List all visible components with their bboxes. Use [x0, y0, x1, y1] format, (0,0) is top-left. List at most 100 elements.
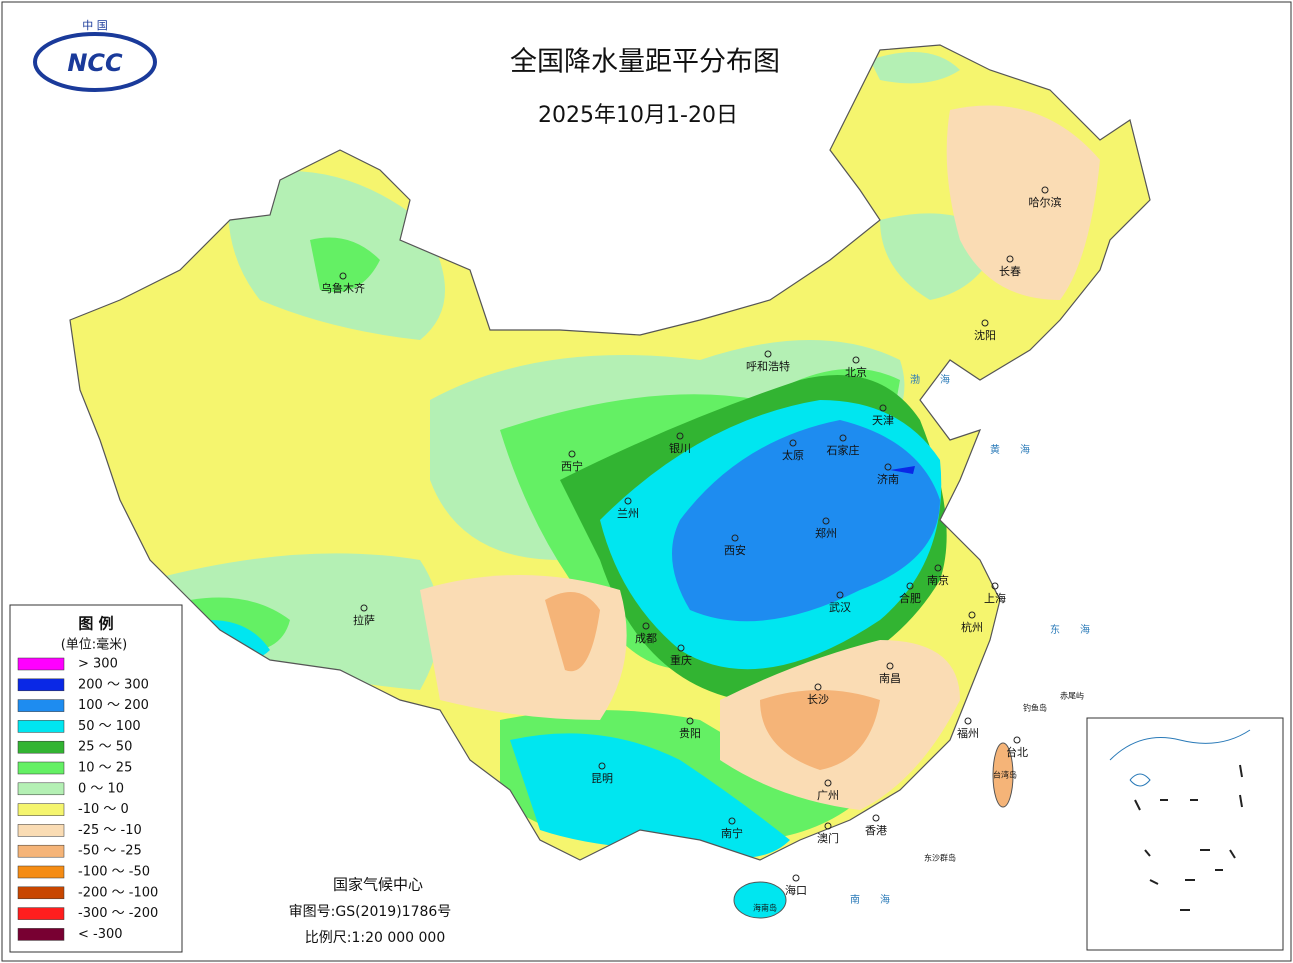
city-label: 南京	[927, 573, 949, 587]
city-dot	[934, 564, 942, 572]
logo-ring	[33, 32, 157, 92]
city-label: 长春	[999, 265, 1021, 278]
legend-label: -100 ～ -50	[78, 865, 150, 880]
sea-label: 黄海	[990, 443, 1050, 456]
city-label: 昆明	[591, 772, 613, 785]
legend-label: 10 ～ 25	[78, 761, 132, 776]
city-label: 郑州	[815, 526, 837, 540]
agency: 国家气候中心	[333, 876, 423, 894]
scale: 比例尺:1:20 000 000	[305, 930, 446, 946]
legend-title: 图 例	[78, 615, 113, 633]
city-dot	[981, 319, 989, 327]
city-label: 上海	[984, 591, 1006, 605]
legend-swatch	[17, 824, 65, 837]
border	[69, 44, 1151, 861]
city-label: 杭州	[961, 620, 983, 634]
city-dot	[884, 463, 892, 471]
city-label: 成都	[635, 632, 657, 645]
city-dot	[676, 432, 684, 440]
city-label: 银川	[669, 441, 691, 455]
city-label: 澳门	[817, 831, 839, 845]
city-dot	[839, 434, 847, 442]
city-dot	[906, 582, 914, 590]
legend-swatch	[17, 720, 65, 733]
legend-label: > 300	[78, 657, 118, 672]
title: 全国降水量距平分布图	[510, 47, 780, 78]
legend-unit: (单位:毫米)	[61, 637, 128, 653]
city-dot	[968, 611, 976, 619]
city-label: 武汉	[829, 601, 851, 614]
city-dot	[731, 534, 739, 542]
rain-region	[672, 420, 940, 622]
legend-swatch	[17, 699, 65, 712]
legend-label: 0 ～ 10	[78, 781, 124, 796]
legend-label: -300 ～ -200	[78, 906, 158, 921]
city-label: 广州	[817, 789, 839, 802]
legend-swatch	[17, 907, 65, 920]
city-dot	[764, 350, 772, 358]
rain-region	[946, 105, 1100, 300]
hainan	[733, 881, 787, 919]
legend-label: -200 ～ -100	[78, 885, 158, 900]
city-dot	[339, 272, 347, 280]
city-dot	[824, 779, 832, 787]
city-label: 济南	[877, 472, 899, 486]
city-dot	[1006, 255, 1014, 263]
city-dot	[886, 662, 894, 670]
sea-label: 南海	[850, 893, 910, 906]
city-label: 呼和浩特	[746, 359, 790, 373]
city-label: 台北	[1006, 745, 1028, 759]
rain-region	[510, 733, 790, 858]
legend-swatch	[17, 865, 65, 879]
city-label: 福州	[957, 726, 979, 740]
city-label: 西宁	[561, 459, 583, 473]
rain-region	[870, 52, 960, 84]
city-dot	[789, 439, 797, 447]
region-label: 钓鱼岛	[1023, 703, 1047, 713]
legend-label: < -300	[78, 927, 123, 942]
city-dot	[792, 874, 800, 882]
city-dot	[879, 404, 887, 412]
city-label: 合肥	[899, 591, 921, 605]
city-label: 石家庄	[827, 443, 860, 457]
region-label: 海南岛	[753, 903, 777, 913]
legend-label: -25 ～ -10	[78, 823, 142, 838]
city-label: 太原	[782, 449, 804, 462]
legend-label: 100 ～ 200	[78, 698, 149, 713]
city-dot	[836, 591, 844, 599]
city-label: 沈阳	[974, 328, 996, 342]
rain-region	[760, 690, 880, 770]
date: 2025年10月1-20日	[538, 103, 738, 128]
city-dot	[360, 604, 368, 612]
city-dot	[872, 814, 880, 822]
city-label: 长沙	[807, 693, 829, 706]
approval: 审图号:GS(2019)1786号	[289, 904, 452, 920]
city-label: 天津	[872, 414, 894, 427]
city-dot	[1013, 736, 1021, 744]
legend-label: 50 ～ 100	[78, 719, 141, 734]
legend-swatch	[17, 657, 65, 671]
city-dot	[964, 717, 972, 725]
city-dot	[568, 450, 576, 458]
logo-mark: NCC	[67, 49, 123, 77]
sea-label: 东海	[1050, 623, 1110, 636]
legend-label: -50 ～ -25	[78, 844, 142, 859]
city-dot	[822, 517, 830, 525]
city-label: 南宁	[721, 826, 743, 840]
legend-swatch	[17, 886, 65, 900]
sea-label: 渤海	[910, 373, 970, 386]
city-label: 乌鲁木齐	[321, 281, 365, 295]
inset-coast	[1109, 729, 1251, 787]
rain-region	[310, 237, 380, 292]
city-label: 哈尔滨	[1029, 195, 1062, 209]
rain-region	[545, 592, 600, 672]
city-label: 南昌	[879, 672, 901, 685]
city-label: 香港	[865, 824, 887, 837]
city-dot	[852, 356, 860, 364]
rain-region	[150, 553, 440, 690]
city-label: 拉萨	[353, 613, 375, 627]
city-label: 西安	[724, 543, 746, 557]
region-label: 赤尾屿	[1060, 692, 1084, 701]
inset-islands	[1134, 764, 1243, 911]
